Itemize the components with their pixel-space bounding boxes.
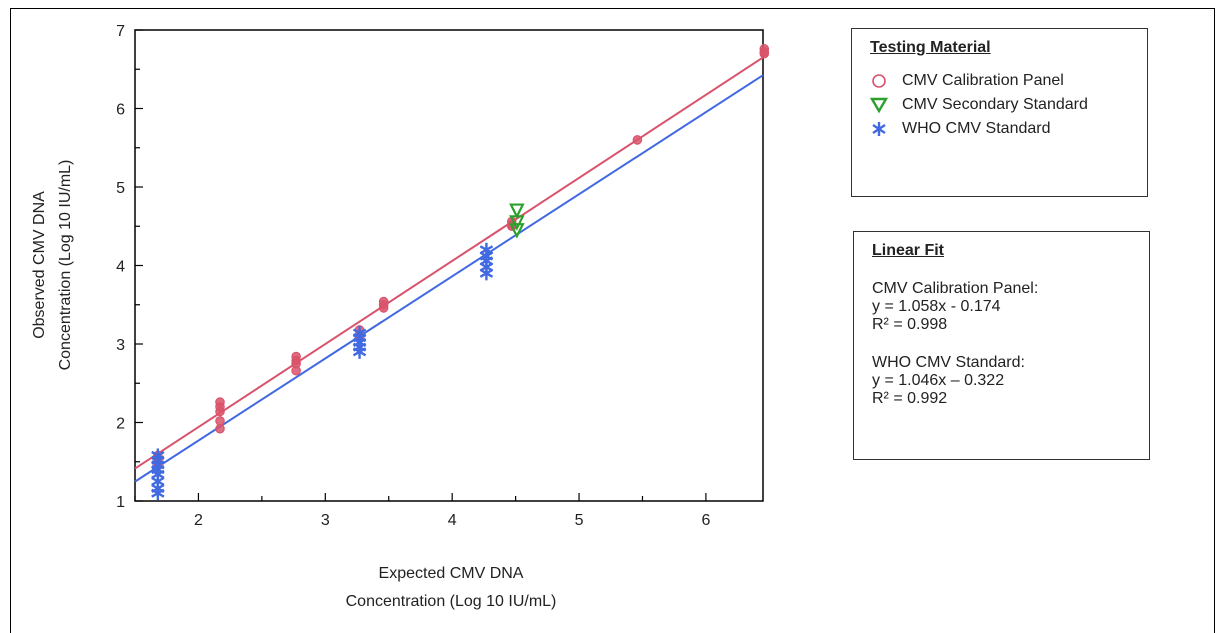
secondary-standard-point: [509, 223, 525, 239]
asterisk-marker-icon: [872, 122, 886, 136]
fit-line: [134, 56, 764, 470]
legend-item-calibration: CMV Calibration Panel: [870, 69, 1129, 93]
y-tick-label: 7: [116, 23, 125, 40]
x-axis-label-line1: Expected CMV DNA: [379, 565, 524, 582]
y-tick-label: 3: [116, 337, 125, 354]
y-tick-label: 2: [116, 416, 125, 433]
linear-fit-box: Linear Fit CMV Calibration Panel: y = 1.…: [853, 231, 1150, 460]
calibration-point: [291, 365, 301, 376]
y-tick-label: 5: [116, 180, 125, 197]
legend-item-who: WHO CMV Standard: [870, 117, 1129, 141]
x-axis-label-line2: Concentration (Log 10 IU/mL): [346, 593, 557, 610]
y-tick-label: 6: [116, 102, 125, 119]
x-tick-label: 6: [701, 512, 710, 529]
secondary-standard-point: [509, 215, 525, 231]
plot-border: [134, 29, 764, 502]
legend-label: CMV Secondary Standard: [902, 96, 1088, 113]
triangle-down-marker-icon: [870, 97, 889, 114]
calibration-fit-r2: R² = 0.998: [872, 316, 948, 333]
data-points: [151, 44, 770, 501]
fit-lines: [134, 56, 764, 483]
who-fit-equation: y = 1.046x – 0.322: [872, 372, 1005, 389]
calibration-fit-label: CMV Calibration Panel:: [872, 280, 1039, 297]
x-tick-label: 5: [575, 512, 584, 529]
who-standard-point: [352, 344, 367, 359]
legend-title: Testing Material: [870, 39, 991, 56]
legend-label: WHO CMV Standard: [902, 120, 1051, 137]
y-axis-label-line2: Concentration (Log 10 IU/mL): [57, 160, 74, 371]
linear-fit-title: Linear Fit: [872, 242, 945, 259]
who-standard-point: [151, 486, 165, 501]
y-axis-label-line1: Observed CMV DNA: [31, 191, 48, 339]
calibration-point: [378, 303, 389, 313]
fit-line: [134, 74, 764, 483]
legend-box: Testing Material CMV Calibration Panel C…: [851, 28, 1148, 197]
who-standard-point: [479, 266, 494, 281]
legend-label: CMV Calibration Panel: [902, 72, 1064, 89]
figure-frame: [10, 8, 1215, 633]
circle-marker-icon: [872, 74, 886, 88]
plot-axes: 1 2 3 4 5 6 7 2 3 4 5 6: [116, 23, 764, 529]
calibration-point: [215, 423, 225, 434]
who-fit-r2: R² = 0.992: [872, 390, 948, 407]
x-tick-label: 3: [321, 512, 330, 529]
calibration-point: [215, 406, 225, 417]
secondary-standard-point: [509, 203, 525, 220]
who-fit-label: WHO CMV Standard:: [872, 354, 1025, 371]
calibration-point: [215, 416, 225, 426]
x-tick-label: 4: [448, 512, 457, 529]
y-tick-label: 4: [116, 259, 125, 276]
calibration-point: [759, 48, 770, 59]
calibration-point: [632, 135, 643, 145]
y-tick-label: 1: [116, 494, 125, 511]
legend-item-secondary: CMV Secondary Standard: [870, 93, 1129, 117]
x-tick-label: 2: [194, 512, 203, 529]
calibration-fit-equation: y = 1.058x - 0.174: [872, 298, 1001, 315]
